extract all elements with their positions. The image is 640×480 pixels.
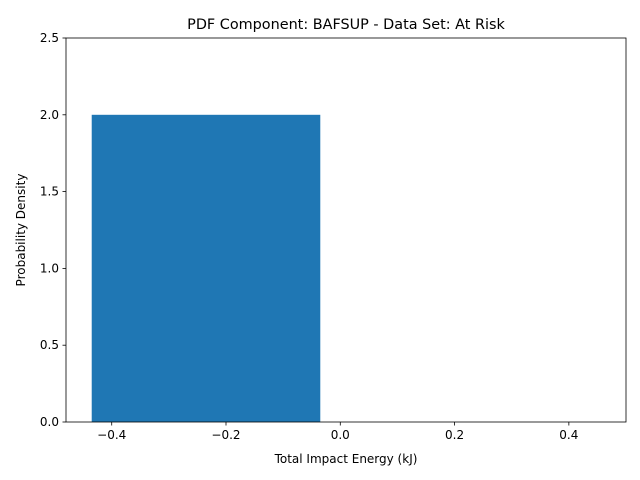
y-tick-label: 0.5 [40,338,59,352]
x-tick-label: 0.0 [331,428,350,442]
x-tick-label: −0.2 [211,428,240,442]
plot-frame [65,37,627,423]
x-axis-label: Total Impact Energy (kJ) [274,452,418,466]
x-axis: −0.4 −0.2 0.0 0.2 0.4 [97,422,578,442]
y-tick-label: 1.0 [40,261,59,275]
y-tick-label: 1.5 [40,185,59,199]
y-axis: 0.0 0.5 1.0 1.5 2.0 2.5 [40,31,66,429]
y-tick-label: 2.5 [40,31,59,45]
x-tick-label: 0.2 [445,428,464,442]
y-tick-label: 0.0 [40,415,59,429]
y-tick-label: 2.0 [40,108,59,122]
y-axis-label: Probability Density [14,174,28,287]
x-tick-label: 0.4 [559,428,578,442]
x-tick-label: −0.4 [97,428,126,442]
chart-title: PDF Component: BAFSUP - Data Set: At Ris… [187,17,505,33]
bar-0 [91,114,321,423]
bar-series [91,114,321,423]
